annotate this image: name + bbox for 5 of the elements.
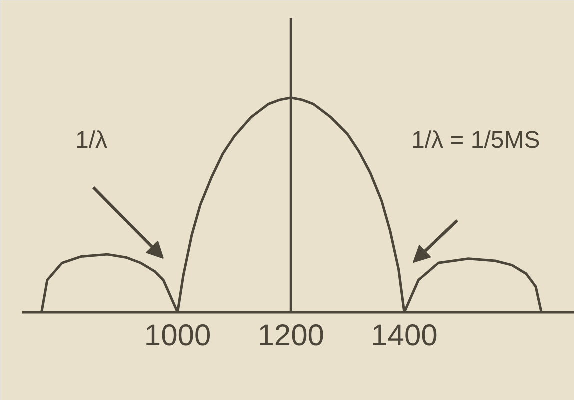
x-tick-label: 1000: [144, 320, 212, 352]
annotation: 1/λ = 1/5MS: [412, 127, 540, 154]
annotation: 1/λ: [75, 127, 108, 154]
x-tick-label: 1200: [258, 320, 325, 352]
x-tick-label: 1400: [371, 320, 438, 352]
